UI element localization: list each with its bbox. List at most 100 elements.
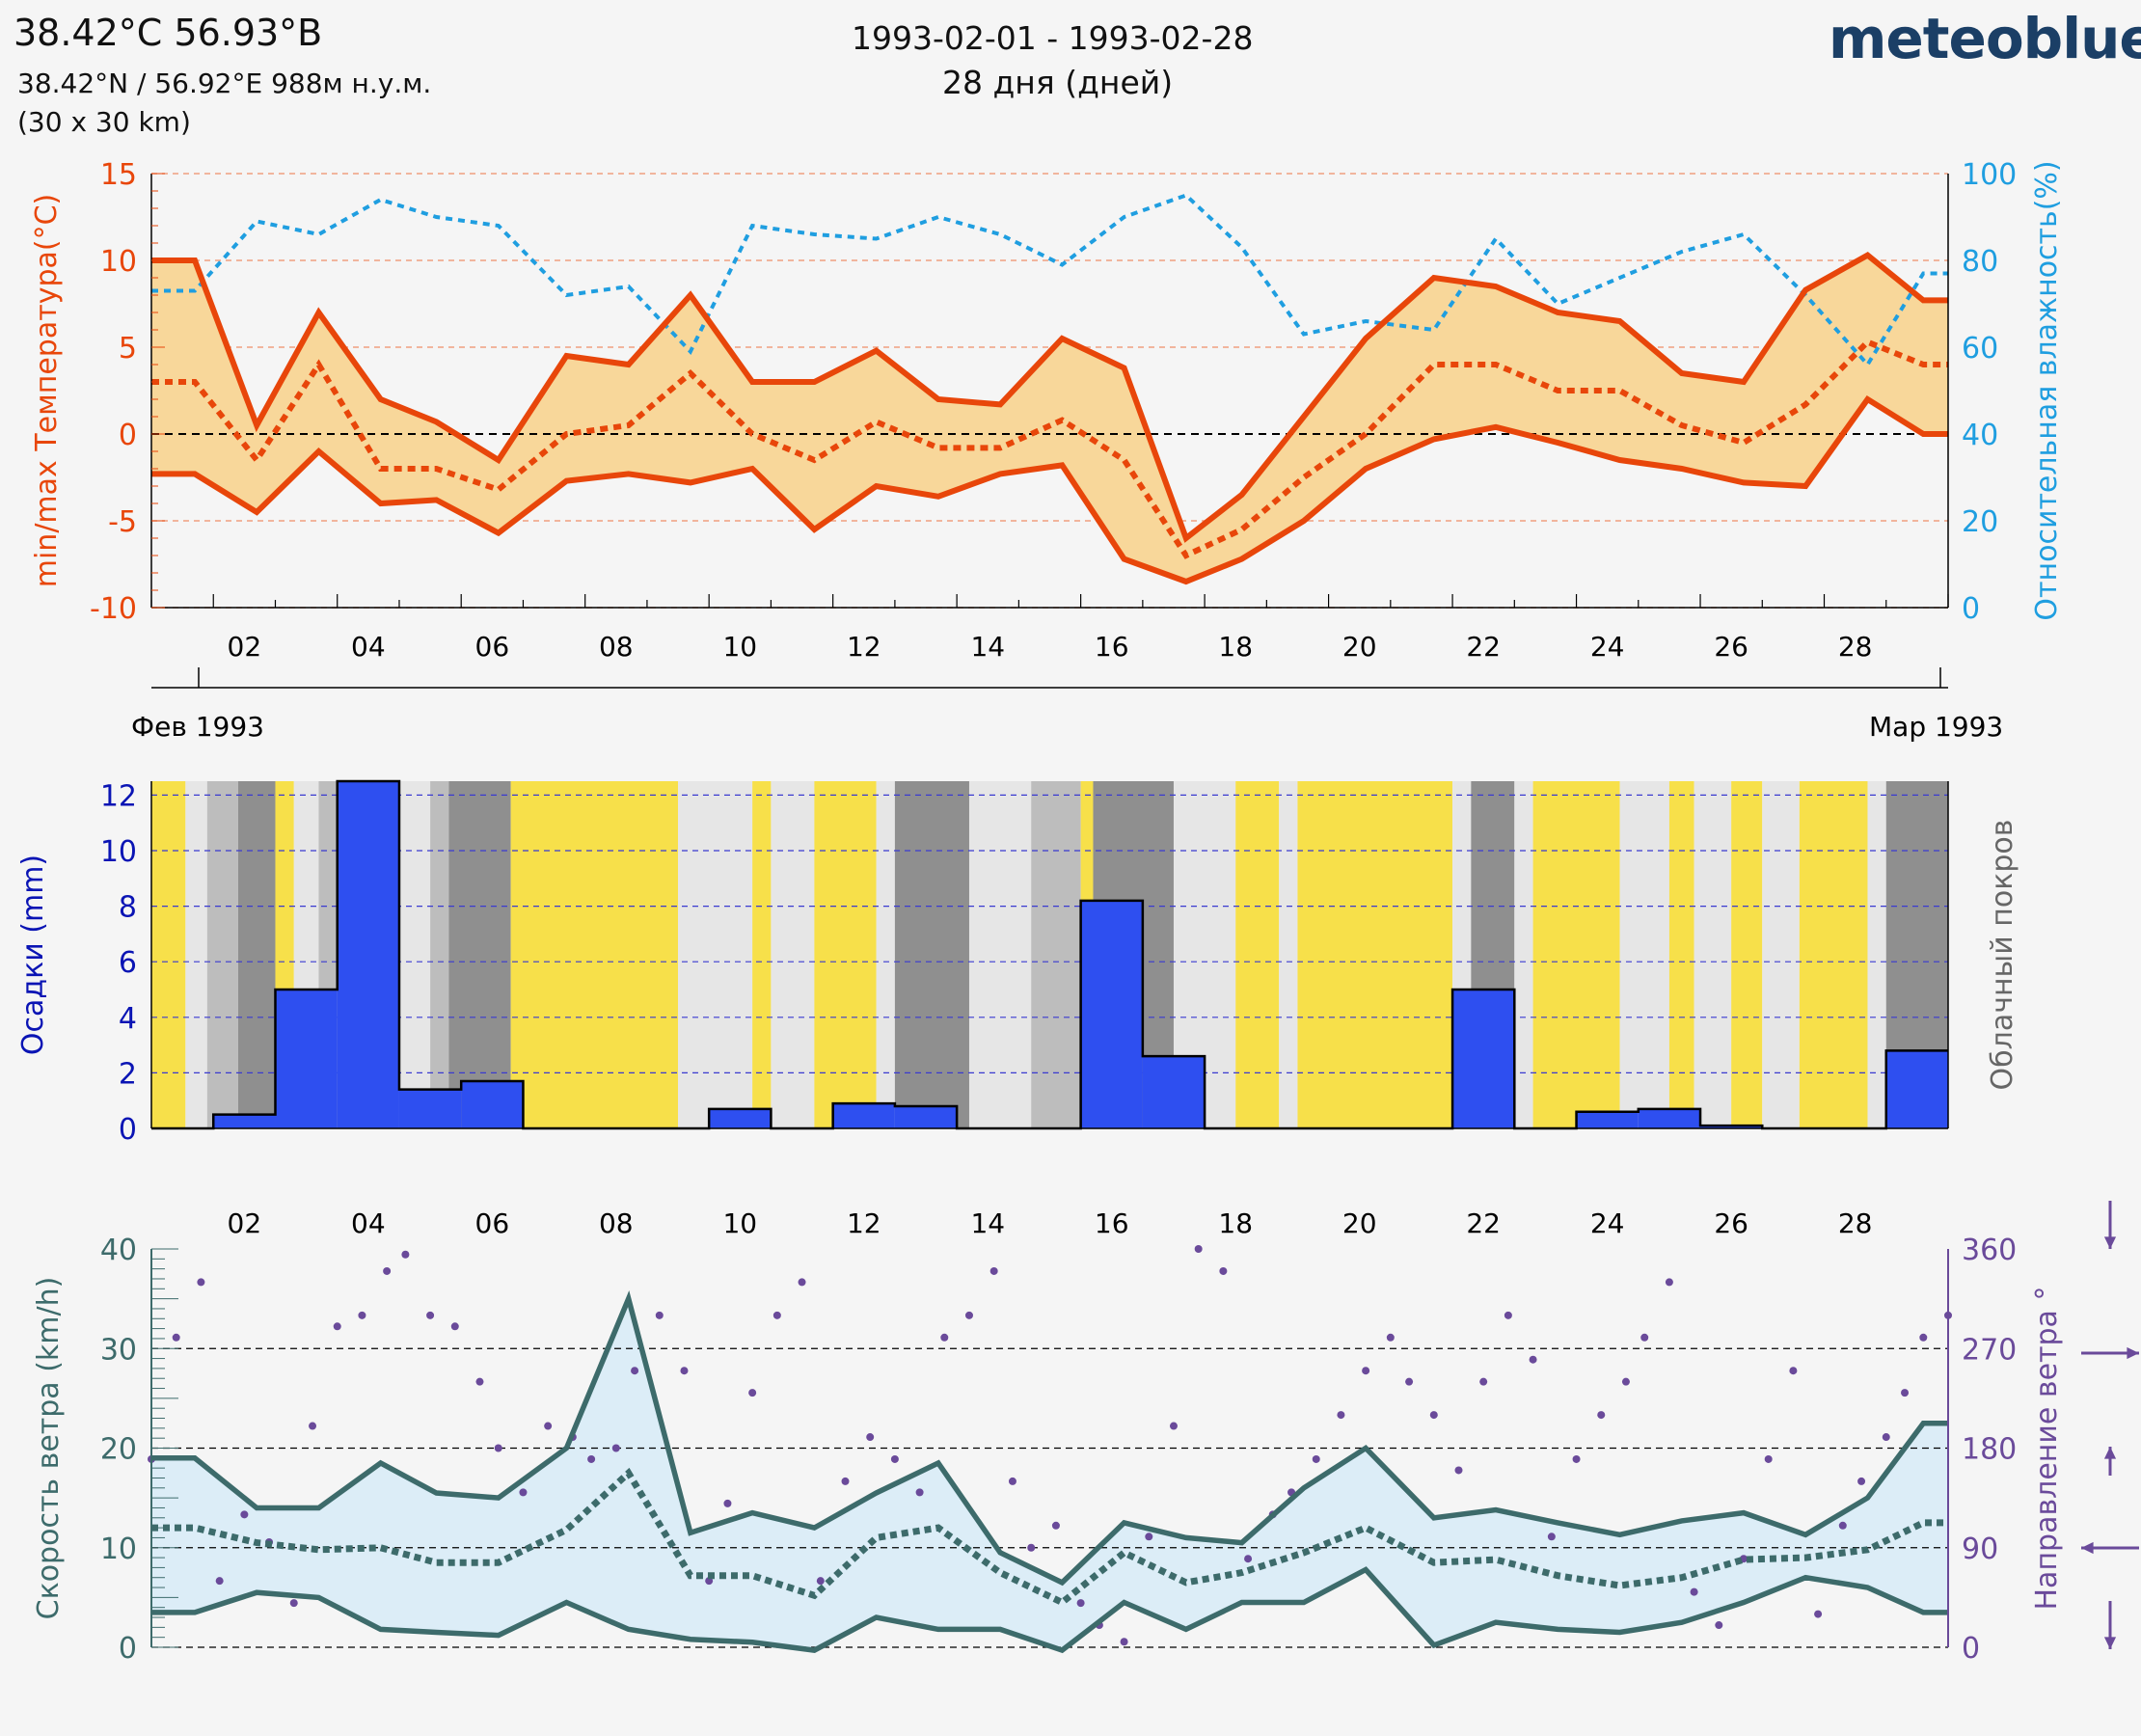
- wind-direction-point: [1169, 1422, 1178, 1430]
- wind-direction-point: [1194, 1245, 1203, 1253]
- wind-direction-point: [1857, 1477, 1866, 1485]
- temp-y-tick-label: 10: [100, 245, 137, 279]
- temp-range-band: [151, 255, 1948, 582]
- wind-direction-point: [611, 1444, 620, 1452]
- wind-direction-point: [383, 1266, 392, 1275]
- cloud-cover-band: [1668, 781, 1694, 1128]
- temp-x-tick-label: 08: [599, 631, 634, 663]
- day-count: 28 дня (дней): [942, 64, 1174, 101]
- precip-tick-label: 6: [119, 946, 137, 980]
- wind-direction-point: [289, 1599, 298, 1608]
- temp-x-tick-label: 28: [1838, 631, 1873, 663]
- wind-x-tick-label: 06: [475, 1207, 510, 1239]
- wind-dir-axis-title: Направление ветра °: [2030, 1287, 2064, 1611]
- cloud-cover-band: [1532, 781, 1620, 1128]
- cloud-cover-band: [771, 781, 815, 1128]
- cloud-cover-band: [1731, 781, 1763, 1128]
- arrow-down-icon-head: [2103, 1637, 2117, 1649]
- cloud-cover-band: [1619, 781, 1669, 1128]
- temp-mean-line: [151, 339, 1948, 559]
- wind-direction-point: [1547, 1533, 1556, 1541]
- cloud-cover-band: [1514, 781, 1533, 1128]
- date-range: 1993-02-01 - 1993-02-28: [852, 19, 1254, 57]
- temp-axis-title: min/max Температура(°C): [30, 194, 64, 588]
- wind-x-tick-label: 18: [1218, 1207, 1253, 1239]
- precip-bar: [832, 1103, 895, 1128]
- cloud-cover-band: [1799, 781, 1868, 1128]
- cloud-cover-band: [678, 781, 753, 1128]
- month-label-mar: Мар 1993: [1869, 711, 2003, 743]
- wind-x-tick-label: 12: [847, 1207, 881, 1239]
- cloud-cover-band: [752, 781, 772, 1128]
- cloud-cover-band: [1297, 781, 1453, 1128]
- cloud-cover-band: [1867, 781, 1886, 1128]
- wind-x-tick-label: 10: [722, 1207, 757, 1239]
- precip-bar: [1576, 1111, 1639, 1128]
- wind-direction-point: [544, 1422, 553, 1430]
- temp-x-tick-label: 18: [1218, 631, 1253, 663]
- cloud-cover-band: [894, 781, 969, 1128]
- wind-direction-point: [587, 1454, 596, 1463]
- wind-x-tick-label: 16: [1095, 1207, 1129, 1239]
- wind-direction-point: [866, 1433, 875, 1442]
- wind-direction-point: [1529, 1355, 1537, 1364]
- precip-bar: [461, 1081, 524, 1128]
- temp-min-line: [151, 394, 1948, 585]
- arrow-down-icon-head: [2103, 1236, 2117, 1249]
- wind-direction-point: [426, 1311, 435, 1319]
- wind-direction-point: [1621, 1377, 1630, 1386]
- temp-x-tick-label: 26: [1714, 631, 1748, 663]
- humidity-tick-label: 20: [1962, 505, 1998, 539]
- wind-direction-point: [680, 1367, 689, 1375]
- wind-direction-point: [748, 1389, 757, 1397]
- wind-direction-point: [890, 1454, 899, 1463]
- cloud-cover-band: [1235, 781, 1280, 1128]
- wind-direction-point: [1789, 1367, 1798, 1375]
- wind-direction-point: [841, 1477, 850, 1485]
- wind-direction-point: [197, 1278, 205, 1287]
- wind-direction-point: [450, 1322, 459, 1331]
- wind-min-line: [151, 1566, 1948, 1654]
- temp-y-tick-label: -10: [90, 592, 137, 626]
- wind-direction-point: [1715, 1621, 1723, 1630]
- cloud-cover-band: [448, 781, 511, 1128]
- wind-direction-point: [1076, 1599, 1085, 1608]
- wind-x-tick-label: 20: [1342, 1207, 1377, 1239]
- wind-direction-point: [964, 1311, 973, 1319]
- wind-direction-point: [1882, 1433, 1890, 1442]
- temp-max-line: [151, 251, 1948, 543]
- wind-direction-point: [309, 1422, 317, 1430]
- cloud-cover-band: [876, 781, 895, 1128]
- temp-x-tick-label: 24: [1590, 631, 1625, 663]
- wind-direction-point: [631, 1367, 639, 1375]
- temp-x-tick-label: 14: [970, 631, 1005, 663]
- precip-bar: [1452, 990, 1515, 1128]
- cloud-cover-band: [1279, 781, 1298, 1128]
- wind-direction-point: [1312, 1454, 1320, 1463]
- wind-x-tick-label: 28: [1838, 1207, 1873, 1239]
- temp-y-tick-label: 0: [119, 419, 137, 452]
- precip-bar: [275, 990, 338, 1128]
- precip-bar: [1700, 1126, 1763, 1128]
- wind-direction-point: [475, 1377, 484, 1386]
- meteoblue-logo[interactable]: meteoblue: [1829, 6, 2141, 71]
- cloud-cover-band: [206, 781, 238, 1128]
- arrow-left-icon-head: [2081, 1541, 2094, 1555]
- temp-y-tick-label: 15: [100, 158, 137, 192]
- wind-tick-label: 40: [100, 1234, 137, 1267]
- wind-dir-tick-label: 270: [1962, 1333, 2017, 1367]
- precip-bar: [1080, 900, 1143, 1128]
- wind-direction-point: [1454, 1466, 1463, 1475]
- wind-direction-point: [358, 1311, 366, 1319]
- temp-x-tick-label: 02: [228, 631, 262, 663]
- location-title: 38.42°C 56.93°В: [14, 12, 323, 54]
- cloud-cover-band: [968, 781, 1032, 1128]
- precip-bar: [1885, 1050, 1948, 1128]
- wind-direction-point: [1901, 1389, 1910, 1397]
- wind-direction-point: [1120, 1638, 1128, 1646]
- cloud-cover-band: [1031, 781, 1081, 1128]
- precip-tick-label: 0: [119, 1113, 137, 1147]
- wind-direction-point: [1008, 1477, 1016, 1485]
- wind-speed-axis-title: Скорость ветра (km/h): [32, 1277, 66, 1620]
